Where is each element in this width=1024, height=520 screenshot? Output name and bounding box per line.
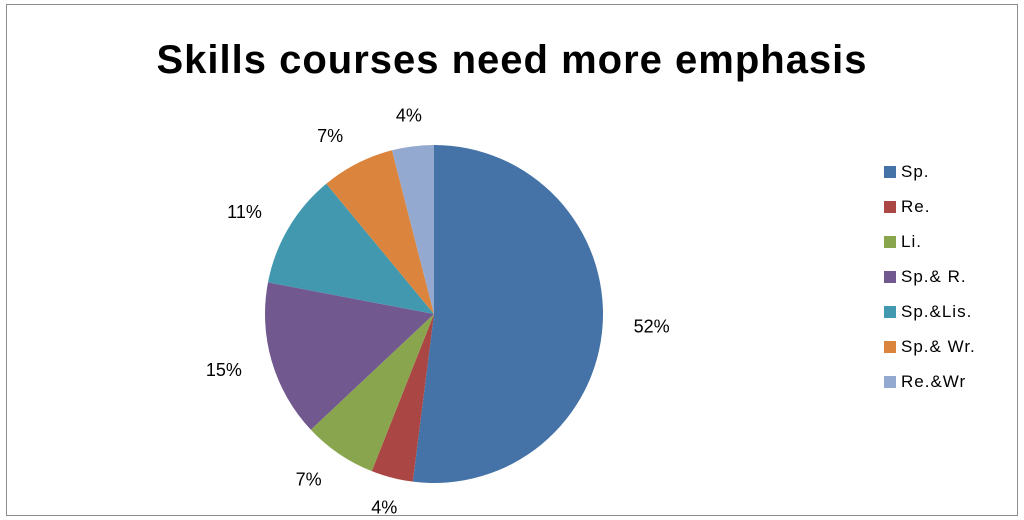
legend-swatch [884,306,896,318]
legend-item-6: Sp.& Wr. [884,336,976,358]
legend-label: Sp.& R. [901,267,967,286]
data-label-2: 4% [371,498,397,518]
data-label-6: 7% [317,126,343,146]
pie-slice-6 [326,150,434,314]
pie-slice-5 [267,183,434,314]
data-label-4: 15% [206,360,242,380]
legend-item-4: Sp.& R. [884,266,967,288]
legend-swatch [884,271,896,283]
data-label-5: 11% [227,202,262,222]
legend-item-3: Li. [884,231,922,253]
legend-swatch [884,236,896,248]
legend-item-5: Sp.&Lis. [884,301,972,323]
legend-label: Re.&Wr [901,372,967,391]
legend-label: Re. [901,197,931,216]
pie-slice-1 [412,145,603,483]
pie-slice-4 [265,282,434,430]
pie-slice-7 [391,145,434,314]
chart-title: Skills courses need more emphasis [156,38,868,82]
legend-label: Sp.& Wr. [901,337,976,356]
legend-item-7: Re.&Wr [884,371,966,393]
pie-slice-2 [371,314,434,482]
data-label-3: 7% [296,469,322,489]
legend-swatch [884,376,896,388]
pie-slice-3 [310,314,434,472]
data-label-7: 4% [396,106,422,126]
legend-item-2: Re. [884,196,930,218]
legend-label: Li. [901,232,922,251]
legend-label: Sp.&Lis. [901,302,973,321]
legend-swatch [884,166,896,178]
legend-item-1: Sp. [884,161,930,183]
legend-swatch [884,201,896,213]
legend-swatch [884,341,896,353]
legend-label: Sp. [901,162,930,181]
data-label-1: 52% [634,317,670,337]
